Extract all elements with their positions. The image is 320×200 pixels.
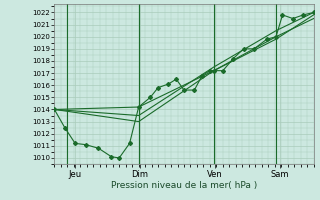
X-axis label: Pression niveau de la mer( hPa ): Pression niveau de la mer( hPa ) xyxy=(111,181,257,190)
